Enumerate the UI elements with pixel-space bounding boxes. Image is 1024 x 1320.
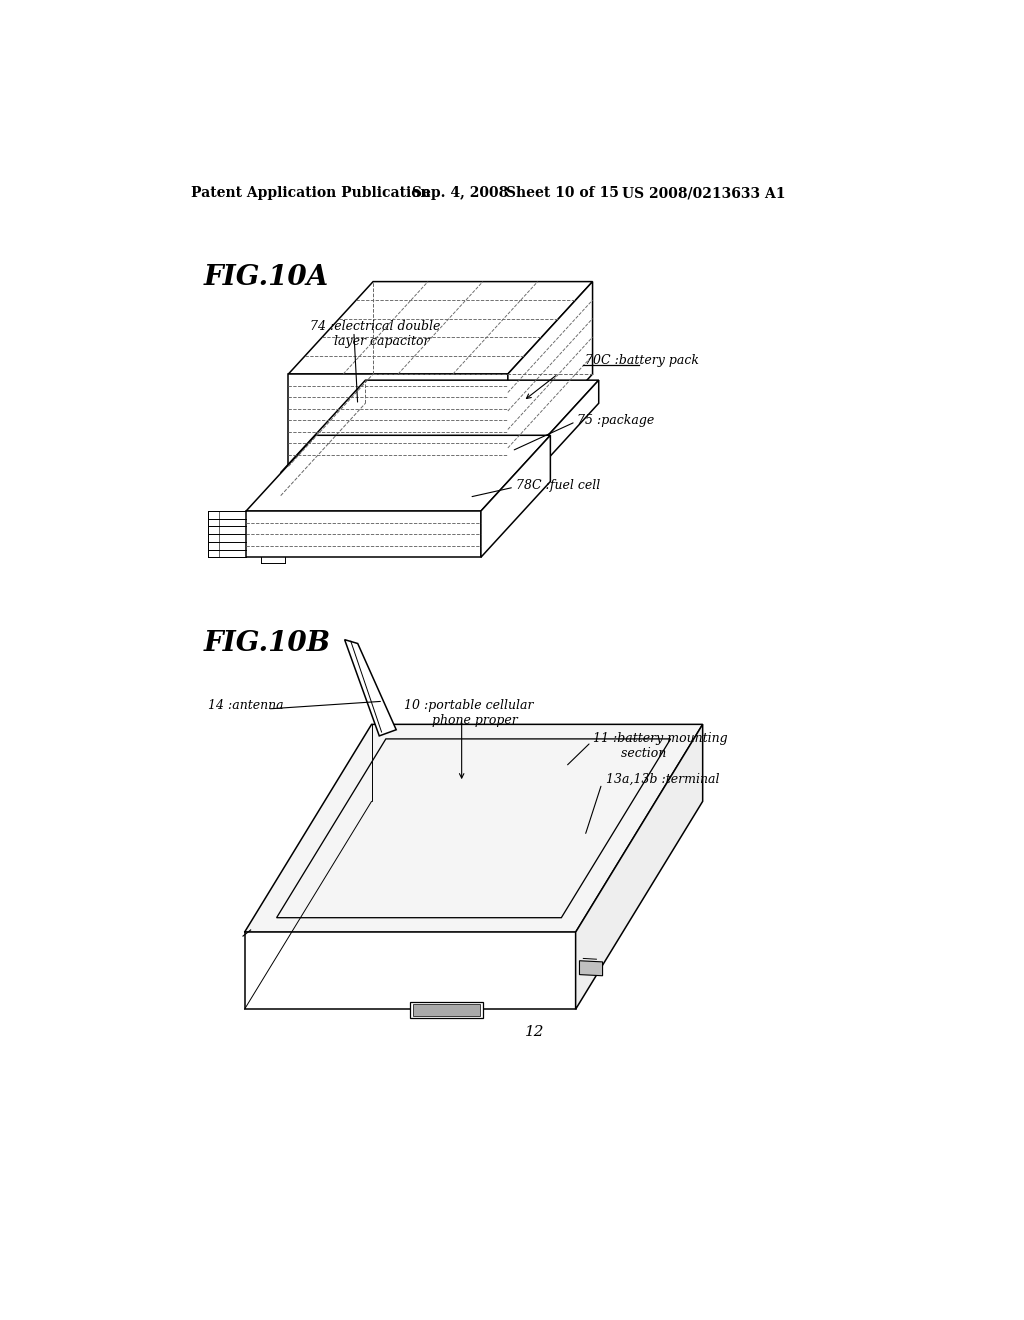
Polygon shape bbox=[345, 640, 396, 737]
Text: 74 :electrical double
      layer capacitor: 74 :electrical double layer capacitor bbox=[310, 321, 440, 348]
Text: US 2008/0213633 A1: US 2008/0213633 A1 bbox=[622, 186, 785, 201]
Polygon shape bbox=[514, 380, 599, 496]
Text: Sheet 10 of 15: Sheet 10 of 15 bbox=[506, 186, 620, 201]
Text: 11 :battery mounting
       section: 11 :battery mounting section bbox=[593, 733, 727, 760]
Text: Patent Application Publication: Patent Application Publication bbox=[190, 186, 430, 201]
Text: 14 :antenna: 14 :antenna bbox=[208, 700, 284, 711]
Polygon shape bbox=[281, 380, 599, 473]
Text: FIG.10A: FIG.10A bbox=[204, 264, 329, 292]
Polygon shape bbox=[575, 725, 702, 1010]
Polygon shape bbox=[289, 281, 593, 374]
Polygon shape bbox=[508, 281, 593, 466]
Text: Sep. 4, 2008: Sep. 4, 2008 bbox=[412, 186, 508, 201]
Text: 10 :portable cellular
       phone proper: 10 :portable cellular phone proper bbox=[403, 700, 534, 727]
Polygon shape bbox=[246, 436, 550, 511]
Text: 78C :fuel cell: 78C :fuel cell bbox=[515, 479, 600, 492]
Polygon shape bbox=[481, 436, 550, 557]
Polygon shape bbox=[410, 1002, 483, 1019]
Text: 70C :battery pack: 70C :battery pack bbox=[585, 354, 698, 367]
Polygon shape bbox=[289, 374, 508, 466]
Polygon shape bbox=[580, 961, 602, 975]
Polygon shape bbox=[245, 725, 702, 932]
Text: 75 :package: 75 :package bbox=[578, 413, 654, 426]
Polygon shape bbox=[413, 1003, 480, 1016]
Polygon shape bbox=[281, 473, 514, 496]
Polygon shape bbox=[245, 932, 575, 1010]
Polygon shape bbox=[246, 511, 481, 557]
Text: 13a,13b :terminal: 13a,13b :terminal bbox=[606, 774, 720, 785]
Text: FIG.10B: FIG.10B bbox=[204, 630, 331, 657]
Text: 12: 12 bbox=[525, 1024, 545, 1039]
